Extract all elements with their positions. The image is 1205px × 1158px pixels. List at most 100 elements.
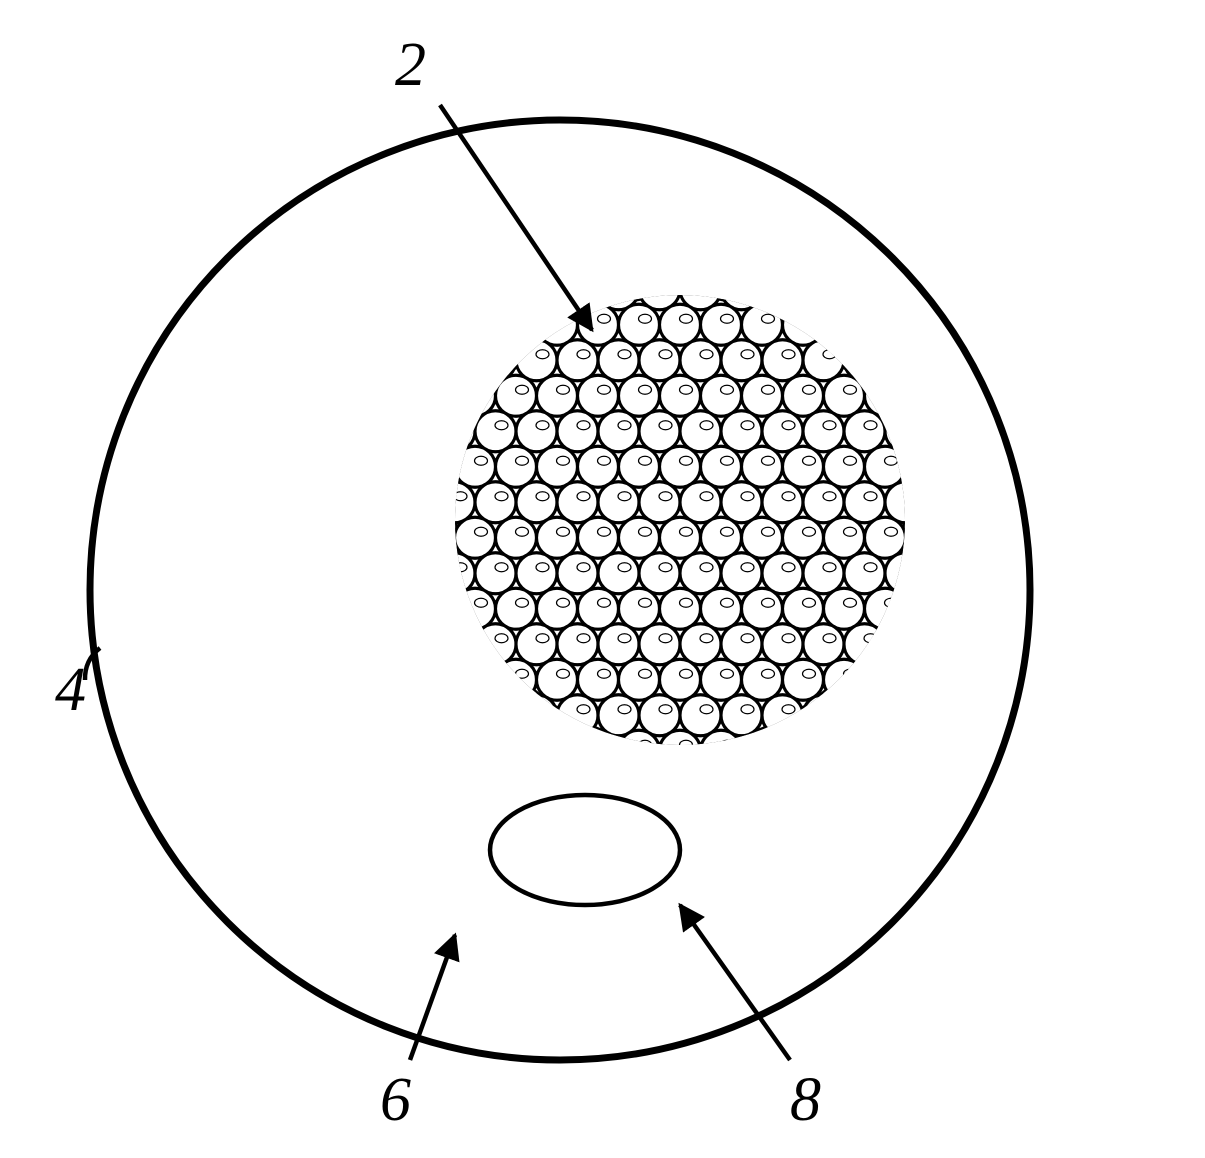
sphere-highlight — [782, 634, 795, 643]
sphere-highlight — [700, 705, 713, 714]
sphere-highlight — [577, 350, 590, 359]
sphere — [762, 695, 803, 736]
sphere-highlight — [762, 740, 775, 749]
sphere-highlight — [598, 740, 611, 749]
sphere-highlight — [741, 492, 754, 501]
sphere-highlight — [905, 492, 918, 501]
sphere-highlight — [577, 421, 590, 430]
sphere — [557, 695, 598, 736]
sphere-highlight — [721, 669, 734, 678]
sphere-highlight — [598, 456, 611, 465]
sphere-highlight — [618, 492, 631, 501]
sphere-highlight — [639, 669, 652, 678]
sphere-highlight — [618, 634, 631, 643]
sphere-highlight — [803, 669, 816, 678]
sphere-highlight — [577, 563, 590, 572]
sphere-highlight — [823, 350, 836, 359]
cell-diagram: 2468 — [0, 0, 1205, 1158]
sphere-highlight — [454, 563, 467, 572]
sphere-highlight — [700, 350, 713, 359]
sphere-highlight — [639, 527, 652, 536]
sphere-highlight — [721, 314, 734, 323]
sphere-highlight — [823, 634, 836, 643]
sphere-cluster — [434, 269, 926, 772]
sphere-highlight — [721, 598, 734, 607]
sphere-highlight — [680, 385, 693, 394]
sphere-highlight — [516, 669, 529, 678]
sphere-highlight — [762, 456, 775, 465]
sphere-highlight — [454, 421, 467, 430]
sphere-highlight — [577, 705, 590, 714]
sphere-highlight — [885, 385, 898, 394]
sphere-highlight — [659, 421, 672, 430]
sphere-highlight — [905, 563, 918, 572]
sphere-highlight — [844, 456, 857, 465]
sphere-highlight — [557, 527, 570, 536]
sphere-highlight — [598, 385, 611, 394]
sphere-highlight — [864, 634, 877, 643]
sphere-highlight — [516, 527, 529, 536]
sphere-highlight — [885, 456, 898, 465]
sphere-highlight — [803, 456, 816, 465]
sphere-highlight — [762, 669, 775, 678]
sphere-highlight — [844, 598, 857, 607]
sphere-highlight — [495, 350, 508, 359]
sphere-highlight — [762, 527, 775, 536]
callout-label-8: 8 — [790, 1066, 821, 1134]
sphere-highlight — [864, 350, 877, 359]
callout-label-4: 4 — [55, 656, 86, 724]
sphere-highlight — [536, 350, 549, 359]
sphere-highlight — [762, 385, 775, 394]
sphere-highlight — [905, 421, 918, 430]
sphere-highlight — [495, 421, 508, 430]
sphere-highlight — [618, 705, 631, 714]
sphere-highlight — [536, 563, 549, 572]
sphere-highlight — [618, 350, 631, 359]
sphere-highlight — [700, 421, 713, 430]
sphere-highlight — [536, 705, 549, 714]
sphere-highlight — [475, 385, 488, 394]
sphere-highlight — [495, 563, 508, 572]
sphere — [660, 730, 701, 771]
sphere-highlight — [618, 279, 631, 288]
sphere-highlight — [803, 527, 816, 536]
sphere-highlight — [823, 492, 836, 501]
sphere — [496, 659, 537, 700]
sphere-highlight — [700, 563, 713, 572]
sphere-highlight — [516, 456, 529, 465]
sphere-highlight — [782, 421, 795, 430]
sphere-highlight — [659, 350, 672, 359]
sphere — [824, 659, 865, 700]
sphere-highlight — [598, 527, 611, 536]
sphere-highlight — [659, 563, 672, 572]
sphere-highlight — [741, 563, 754, 572]
sphere-highlight — [680, 456, 693, 465]
sphere-highlight — [885, 527, 898, 536]
sphere-highlight — [700, 492, 713, 501]
sphere-highlight — [598, 598, 611, 607]
sphere-highlight — [475, 456, 488, 465]
sphere-highlight — [598, 314, 611, 323]
sphere-highlight — [885, 598, 898, 607]
small-ellipse — [490, 795, 680, 905]
sphere — [803, 695, 844, 736]
sphere — [516, 695, 557, 736]
sphere-highlight — [618, 421, 631, 430]
sphere-highlight — [741, 421, 754, 430]
callout-arrow — [440, 105, 592, 330]
sphere-highlight — [536, 634, 549, 643]
sphere-highlight — [639, 740, 652, 749]
sphere-highlight — [659, 492, 672, 501]
sphere-highlight — [659, 634, 672, 643]
sphere-highlight — [557, 456, 570, 465]
sphere-highlight — [475, 598, 488, 607]
callout-label-2: 2 — [395, 31, 426, 99]
sphere-highlight — [700, 279, 713, 288]
sphere-highlight — [803, 385, 816, 394]
sphere-highlight — [762, 598, 775, 607]
sphere-highlight — [495, 492, 508, 501]
sphere-highlight — [557, 669, 570, 678]
sphere-highlight — [823, 421, 836, 430]
sphere-highlight — [721, 456, 734, 465]
sphere-highlight — [639, 456, 652, 465]
